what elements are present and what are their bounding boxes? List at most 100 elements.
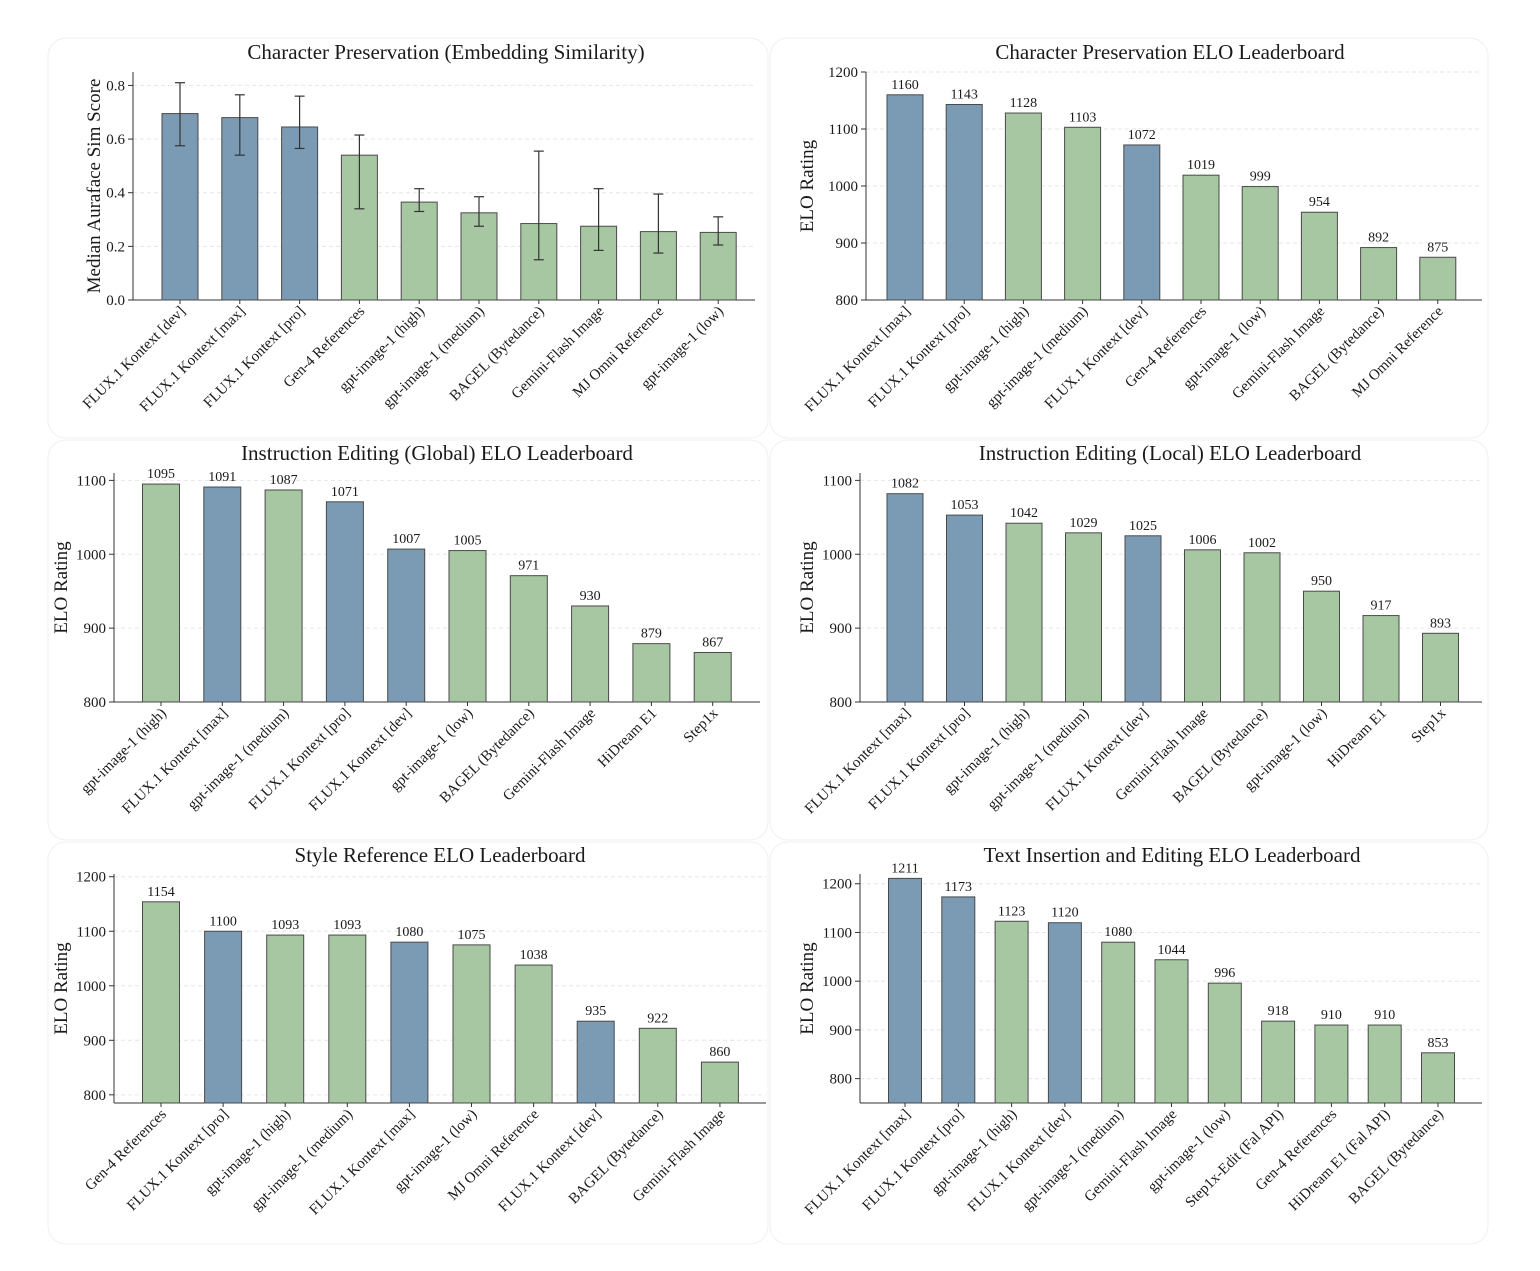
- data-label: 867: [702, 636, 723, 651]
- data-label: 1093: [271, 918, 299, 933]
- bar: [1241, 186, 1279, 301]
- data-label: 1025: [1129, 519, 1157, 534]
- y-tick-label: 1200: [828, 65, 858, 81]
- bar: [886, 493, 924, 703]
- x-tick-label: FLUX.1 Kontext [pro]: [124, 1107, 232, 1215]
- bar: [1261, 1020, 1296, 1104]
- panel-frame-3: [47, 439, 769, 841]
- x-tick-label: gpt-image-1 (medium): [248, 1107, 356, 1215]
- x-tick-label: FLUX.1 Kontext [max]: [802, 706, 914, 818]
- x-tick-label: Gemini-Flash Image: [1082, 1106, 1181, 1205]
- x-tick-label: FLUX.1 Kontext [pro]: [859, 1107, 967, 1215]
- bar: [994, 920, 1029, 1104]
- bar: [1064, 126, 1102, 301]
- bar: [1362, 615, 1400, 703]
- bar: [266, 934, 305, 1104]
- x-tick-label: FLUX.1 Kontext [dev]: [80, 304, 189, 413]
- bar: [576, 1020, 615, 1104]
- y-tick-label: 1100: [77, 473, 106, 489]
- bar: [514, 964, 553, 1104]
- y-axis-label: Median Auraface Sim Score: [84, 79, 105, 294]
- bar: [700, 1061, 739, 1104]
- data-label: 1080: [395, 925, 423, 940]
- chart-panel-4: Instruction Editing (Local) ELO Leaderbo…: [797, 441, 1482, 817]
- bar: [400, 201, 438, 301]
- bar: [1004, 112, 1042, 301]
- data-label: 879: [641, 627, 662, 642]
- data-label: 1095: [147, 467, 175, 482]
- x-tick-label: gpt-image-1 (medium): [985, 706, 1093, 814]
- bar: [325, 501, 364, 703]
- data-label: 930: [580, 589, 601, 604]
- data-label: 996: [1214, 966, 1235, 981]
- bar: [946, 514, 983, 703]
- chart-panel-6: Text Insertion and Editing ELO Leaderboa…: [797, 843, 1482, 1218]
- data-label: 1072: [1128, 128, 1156, 143]
- x-tick-label: Step1x-Edit (Fal API): [1183, 1107, 1287, 1211]
- panel-frame-5: [47, 841, 769, 1245]
- y-tick-label: 1200: [822, 877, 852, 893]
- data-label: 1029: [1070, 516, 1098, 531]
- data-label: 1005: [454, 534, 482, 549]
- data-label: 1173: [945, 880, 972, 895]
- bar: [387, 548, 426, 703]
- data-label: 1042: [1010, 506, 1038, 521]
- y-tick-label: 1000: [822, 547, 852, 563]
- data-label: 860: [709, 1045, 730, 1060]
- bar: [204, 930, 243, 1104]
- bar: [281, 126, 319, 301]
- data-label: 1103: [1069, 110, 1096, 125]
- chart-panel-2: Character Preservation ELO Leaderboard EL…: [797, 40, 1482, 415]
- data-label: 917: [1371, 599, 1392, 614]
- data-label: 1160: [891, 78, 918, 93]
- bar: [1303, 590, 1340, 703]
- bar: [1243, 552, 1281, 703]
- bar: [1207, 982, 1242, 1104]
- y-tick-label: 900: [830, 621, 853, 637]
- chart-title: Character Preservation ELO Leaderboard: [995, 40, 1345, 64]
- chart-title: Text Insertion and Editing ELO Leaderboa…: [984, 843, 1361, 867]
- bar: [1421, 1052, 1455, 1104]
- y-tick-label: 800: [836, 293, 859, 309]
- y-tick-label: 1000: [76, 547, 106, 563]
- data-label: 1053: [951, 498, 979, 513]
- x-tick-label: FLUX.1 Kontext [dev]: [1042, 304, 1151, 413]
- x-tick-label: BAGEL (Bytedance): [1346, 1107, 1447, 1208]
- bar: [945, 103, 983, 301]
- panel-frame-4: [769, 439, 1489, 841]
- x-tick-label: FLUX.1 Kontext [max]: [306, 1107, 418, 1219]
- data-label: 935: [585, 1004, 606, 1019]
- y-tick-label: 0.2: [106, 239, 125, 255]
- data-label: 1007: [392, 532, 420, 547]
- data-label: 853: [1428, 1036, 1449, 1051]
- bar: [203, 486, 242, 703]
- data-label: 954: [1309, 195, 1330, 210]
- x-tick-label: HiDream E1 (Fal API): [1286, 1107, 1394, 1215]
- bar: [264, 489, 303, 703]
- chart-panel-3: Instruction Editing (Global) ELO Leaderb…: [51, 441, 760, 817]
- chart-title: Instruction Editing (Global) ELO Leaderb…: [241, 441, 633, 465]
- y-tick-label: 800: [84, 1088, 107, 1104]
- data-label: 971: [518, 559, 539, 574]
- bar: [1360, 247, 1398, 301]
- x-tick-label: gpt-image-1 (medium): [1019, 1107, 1127, 1215]
- data-label: 1100: [209, 914, 236, 929]
- x-tick-label: gpt-image-1 (medium): [185, 706, 293, 814]
- data-label: 1211: [891, 861, 918, 876]
- y-tick-label: 900: [836, 236, 859, 252]
- bar: [452, 944, 491, 1104]
- bar: [1184, 549, 1221, 703]
- data-label: 875: [1427, 240, 1448, 255]
- x-tick-label: FLUX.1 Kontext [pro]: [866, 706, 974, 814]
- bar: [1101, 941, 1136, 1104]
- y-tick-label: 800: [830, 695, 853, 711]
- y-tick-label: 1100: [823, 925, 852, 941]
- data-label: 950: [1311, 574, 1332, 589]
- data-label: 999: [1250, 170, 1271, 185]
- bar: [888, 877, 922, 1104]
- data-label: 1123: [998, 904, 1025, 919]
- chart-title: Instruction Editing (Local) ELO Leaderbo…: [979, 441, 1362, 465]
- data-label: 1006: [1189, 533, 1217, 548]
- data-label: 1044: [1158, 943, 1186, 958]
